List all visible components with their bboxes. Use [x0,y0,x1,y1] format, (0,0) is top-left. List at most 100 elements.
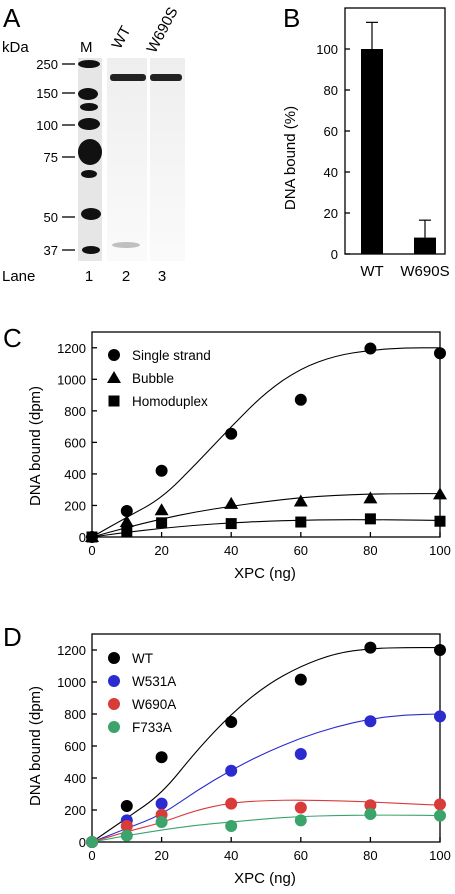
chart-c-legend-marker-1 [107,371,121,383]
chart-c-legend-label-0: Single strand [132,348,211,363]
chart-c-point-2-2 [156,517,168,529]
lane-number-2: 2 [122,268,130,285]
chart-d-point-0-3 [225,716,238,728]
kda-label: kDa [2,39,29,56]
lane-number-1: 1 [85,268,93,285]
chart-d-point-1-4 [294,748,307,760]
chart-d-point-0-2 [155,751,168,764]
chart-d-point-3-5 [364,808,377,820]
chart-b: B DNA bound (%) 0 20 40 60 80 100 WT W690S [282,3,450,280]
chart-d-ytick-label-1: 200 [64,803,86,818]
marker-150: 150 [36,86,58,101]
chart-d-xtick-label-0: 0 [88,848,95,863]
lane-header-w690s: W690S [144,4,182,55]
chart-d-point-3-2 [155,816,168,828]
chart-c-point-1-4 [293,494,308,507]
chart-c-point-1-2 [154,503,169,516]
chart-b-bar-1 [414,237,436,254]
chart-d-point-1-3 [225,764,238,777]
chart-d-legend-marker-2 [108,698,120,710]
chart-d-xtick-label-5: 100 [429,848,451,863]
chart-c-legend-marker-0 [108,349,120,361]
chart-b-bar-0 [361,49,383,254]
panel-letter-b: B [283,3,300,33]
marker-100: 100 [36,118,58,133]
chart-c-ytick-label-2: 400 [64,467,86,482]
marker-37: 37 [44,243,58,258]
chart-c-point-2-4 [295,516,307,528]
chart-c-ylabel: DNA bound (dpm) [27,386,44,506]
chart-d-ytick-label-5: 1000 [57,675,86,690]
chart-d-legend-label-2: W690A [132,697,176,712]
chart-c-point-2-0 [86,531,98,543]
lane-number-3: 3 [158,268,166,285]
chart-c-ytick-label-6: 1200 [57,341,86,356]
chart-c-point-2-5 [364,513,376,525]
chart-d-legend-marker-1 [108,675,120,687]
panel-letter-c: C [3,323,22,353]
band-w690s [150,74,182,81]
chart-b-ylabel: DNA bound (%) [282,106,299,210]
chart-d-ytick-label-4: 800 [64,707,86,722]
chart-c-point-0-5 [364,342,377,355]
chart-b-ytick-label-4: 80 [324,83,338,98]
chart-c-point-1-5 [363,491,378,504]
chart-d-ytick-label-0: 0 [79,835,86,850]
chart-d-point-1-5 [364,715,377,728]
chart-d-point-0-4 [294,673,307,686]
chart-d-frame [91,633,441,843]
marker-250: 250 [36,57,58,72]
chart-c-ytick-label-4: 800 [64,404,86,419]
panel-letter-a: A [3,3,21,33]
chart-c-legend-label-2: Homoduplex [132,394,208,409]
chart-d-point-3-1 [120,829,133,842]
chart-d-xtick-label-4: 80 [363,848,377,863]
chart-d-point-1-6 [434,710,446,723]
chart-d-legend-label-0: WT [132,651,153,666]
chart-d-point-2-5 [364,799,377,812]
chart-d-point-3-0 [86,836,98,848]
chart-c-fit-1 [91,493,440,538]
marker-labels: 250 150 100 75 50 37 [36,57,75,258]
chart-c-point-0-2 [155,464,168,477]
chart-d-ytick-label-3: 600 [64,739,86,754]
chart-d-point-2-1 [120,820,133,832]
chart-c-legend-marker-2 [108,395,120,407]
chart-c-point-1-3 [224,496,239,509]
marker-50: 50 [44,210,58,225]
chart-b-ytick-label-0: 0 [331,247,338,262]
chart-c-point-1-1 [119,515,134,528]
panel-a: A kDa M WT W690S [2,3,185,285]
chart-c-legend-label-1: Bubble [132,371,174,386]
chart-d-legend-marker-0 [108,652,120,664]
chart-c-fit-2 [91,519,441,538]
chart-d-ylabel: DNA bound (dpm) [27,686,44,806]
chart-d-ytick-label-2: 400 [64,771,86,786]
chart-d-point-1-2 [155,797,168,810]
chart-c-frame [91,331,441,538]
chart-c-point-0-4 [294,393,307,406]
chart-d: D DNA bound (dpm) XPC (ng) 0200400600800… [3,622,451,887]
chart-c-ytick-label-3: 600 [64,435,86,450]
faint-band-lane2 [112,242,140,248]
chart-c-xtick-label-0: 0 [88,543,95,558]
chart-c: C DNA bound (dpm) XPC (ng) 0 200 400 600 800… [3,323,451,582]
chart-c-ytick-label-1: 200 [64,498,86,513]
chart-c-point-2-3 [225,518,237,530]
chart-d-xtick-label-3: 60 [294,848,308,863]
chart-c-point-0-1 [120,504,133,517]
chart-c-xtick-label-2: 40 [224,543,238,558]
chart-c-point-0-6 [434,347,446,360]
chart-c-xlabel: XPC (ng) [234,565,296,582]
chart-d-point-0-1 [120,800,133,812]
chart-b-frame [344,7,446,255]
chart-d-point-3-4 [294,814,307,827]
chart-c-xtick-label-4: 80 [363,543,377,558]
chart-b-category-label-1: W690S [400,263,449,280]
chart-c-xtick-label-5: 100 [429,543,451,558]
chart-d-legend-marker-3 [108,721,120,733]
marker-75: 75 [44,150,58,165]
lane-word: Lane [2,268,35,285]
chart-d-point-0-6 [434,644,446,656]
